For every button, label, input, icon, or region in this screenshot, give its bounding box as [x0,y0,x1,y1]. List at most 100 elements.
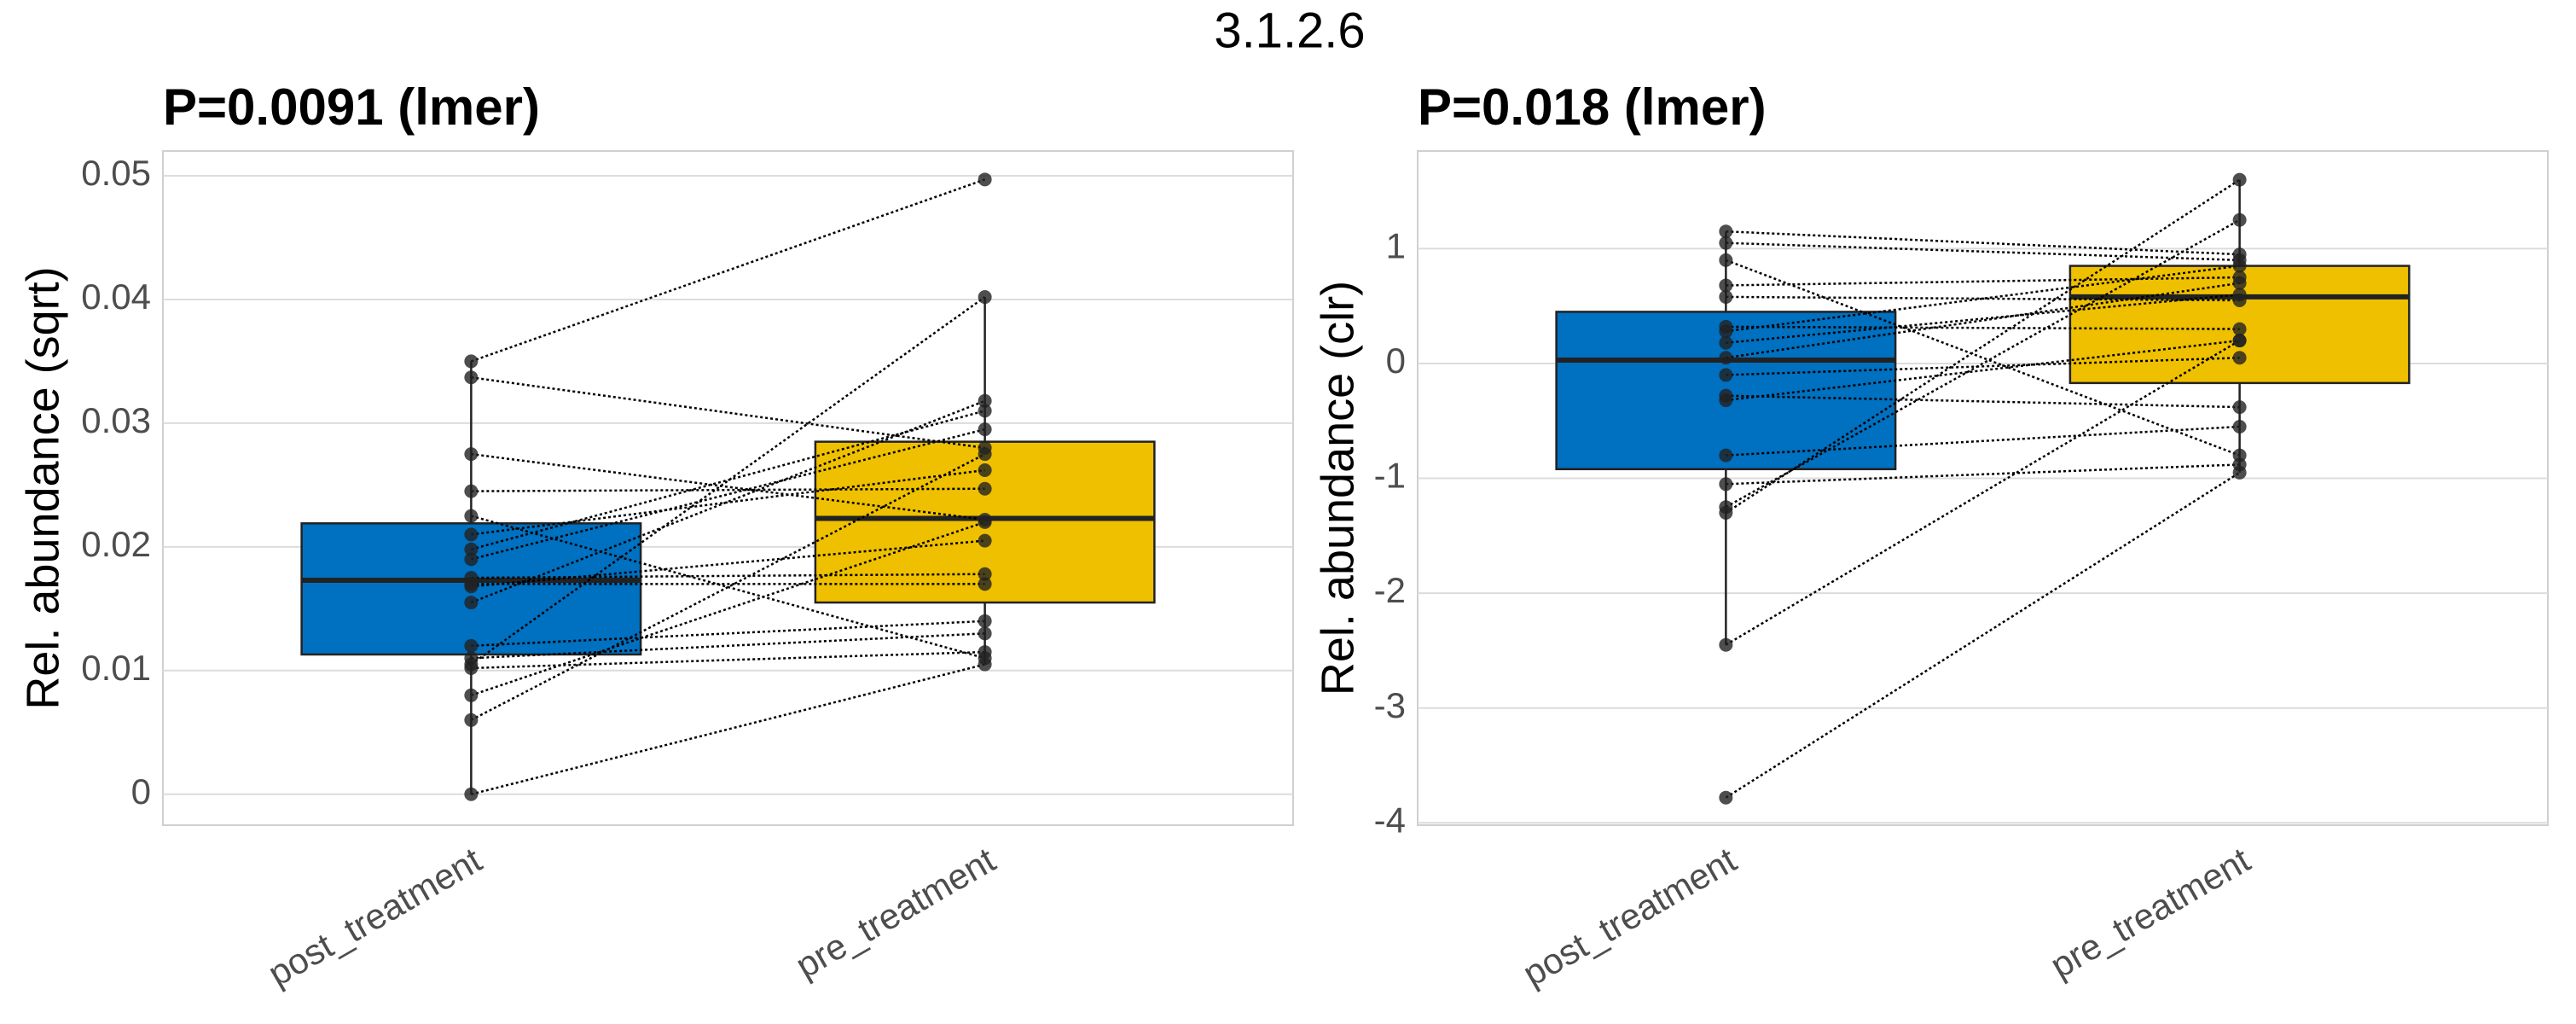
point [2232,288,2247,302]
point [978,481,992,496]
pair-line [471,632,985,660]
y-tick-label: -2 [1374,570,1406,610]
point [2232,259,2247,273]
point [464,354,479,369]
pair-line [1726,339,2240,402]
point [978,447,992,462]
point [1719,351,1733,365]
point [2232,276,2247,290]
point [2232,400,2247,415]
point [1719,335,1733,350]
point [978,515,992,529]
point [464,638,479,653]
pair-line [1726,293,2240,344]
pair-line [1726,463,2240,486]
pair-line [471,515,985,660]
y-axis-label: Rel. abundance (sqrt) [17,266,68,709]
pair-line [1726,295,2240,302]
pair-line [471,376,985,450]
point [464,370,479,385]
point [1719,236,1733,250]
pair-line [470,178,986,363]
point [464,542,479,556]
pair-line [471,663,985,795]
point [464,552,479,567]
point [464,713,479,727]
point [1719,637,1733,652]
point [978,567,992,581]
y-tick-label: -1 [1374,456,1406,496]
point [464,660,479,675]
pair-line [470,521,986,696]
pair-line [471,620,985,648]
pair-line [1726,425,2240,457]
pair-line [1726,265,2240,333]
point [2232,322,2247,336]
point [978,393,992,408]
x-tick-label: pre_treatment [2044,840,2257,986]
point [464,527,479,542]
y-tick-label: 0.02 [81,524,151,564]
panel-border [162,150,1294,826]
point [978,404,992,418]
point [464,509,479,523]
point [1719,790,1733,805]
panel-border [1417,150,2549,826]
panel-title: P=0.0091 (lmer) [163,79,540,136]
y-tick-label: 0.03 [81,400,151,440]
point [2232,351,2247,365]
pair-line [470,453,986,721]
panel-title: P=0.018 (lmer) [1418,79,1767,136]
x-tick-label: pre_treatment [789,840,1002,986]
point [2232,172,2247,187]
point [464,484,479,498]
point [978,657,992,672]
point [1719,368,1733,382]
pair-line [1725,259,2241,457]
point [1719,289,1733,304]
point [978,626,992,641]
pair-line [1726,241,2240,262]
y-tick-label: -3 [1374,685,1406,725]
point [978,533,992,548]
pair-line [471,428,985,561]
y-tick-label: 0.04 [81,276,151,317]
point [2232,465,2247,480]
point [1719,253,1733,267]
point [1719,324,1733,339]
point [1719,448,1733,463]
y-tick-label: -4 [1374,800,1406,840]
pair-line [471,468,985,536]
point [978,172,992,187]
point [1719,505,1733,520]
point [464,596,479,610]
y-tick-label: 0 [131,771,151,812]
pair-line [1726,394,2240,409]
point [464,787,479,801]
y-axis-label: Rel. abundance (clr) [1312,281,1363,695]
point [978,290,992,305]
pair-line [471,452,985,521]
point [464,579,479,594]
point [464,688,479,702]
point [978,422,992,437]
point [978,463,992,477]
point [978,614,992,628]
pair-line [1726,356,2240,376]
point [464,447,479,462]
point [1719,224,1733,239]
pair-line [1726,276,2240,287]
point [1719,477,1733,492]
y-tick-label: 1 [1386,225,1406,265]
point [2232,419,2247,433]
point [1719,393,1733,408]
pair-line [471,410,985,550]
x-tick-label: post_treatment [261,840,488,994]
point [2232,334,2247,348]
point [978,577,992,591]
point [978,645,992,660]
pair-line [471,539,985,588]
pair-line [1725,218,2241,509]
